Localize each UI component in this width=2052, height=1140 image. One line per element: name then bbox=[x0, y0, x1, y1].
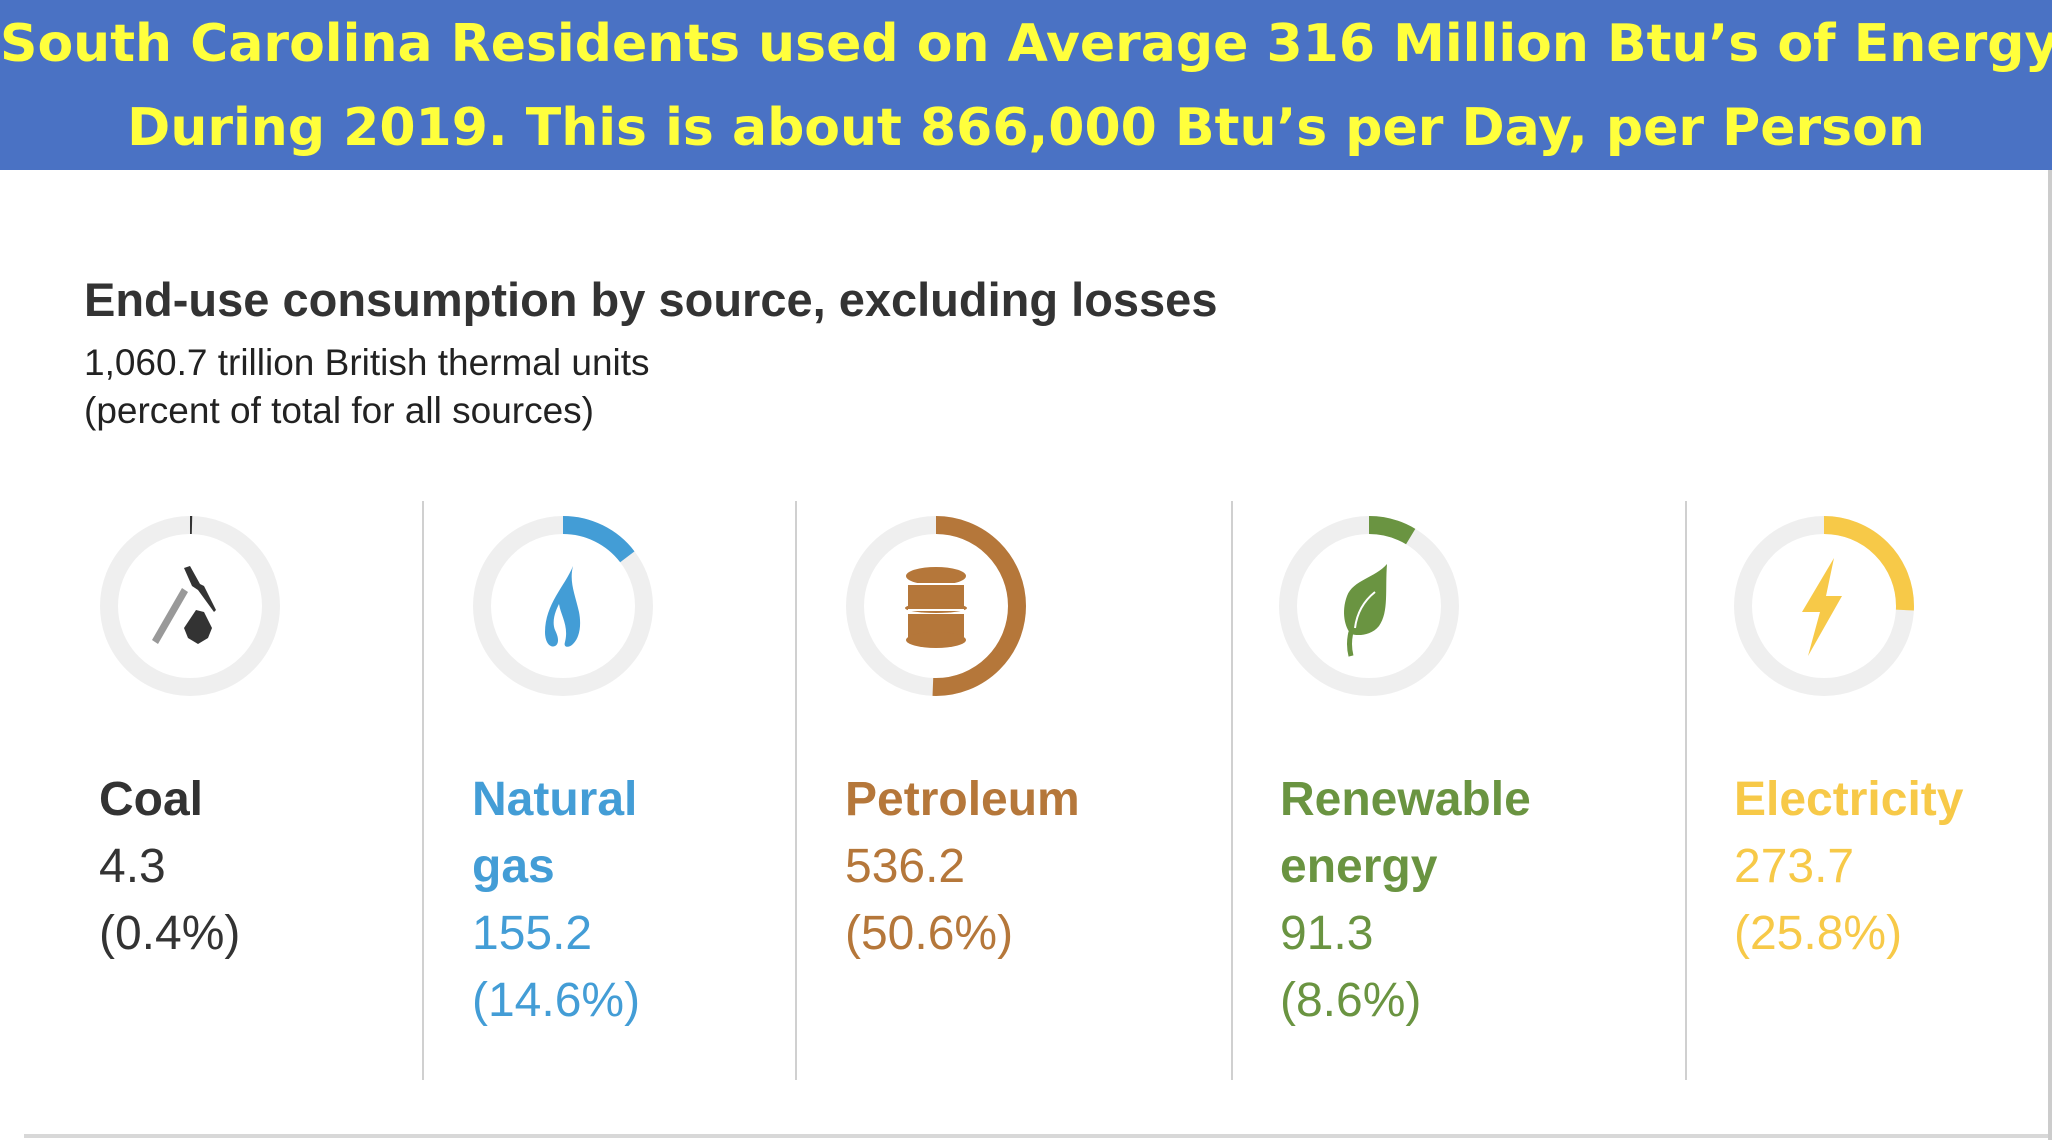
donut-arc-coal bbox=[100, 516, 280, 696]
source-value: 4.3 bbox=[99, 840, 166, 893]
donut-renewable bbox=[1279, 516, 1459, 696]
donut-electricity bbox=[1734, 516, 1914, 696]
source-name: Petroleum bbox=[845, 773, 1080, 826]
column-divider bbox=[1685, 501, 1687, 1080]
source-percent: (25.8%) bbox=[1734, 907, 1903, 960]
donut-track bbox=[100, 516, 280, 696]
lightning-icon bbox=[1802, 558, 1842, 656]
headline-line-2: During 2019. This is about 866,000 Btu’s… bbox=[127, 98, 1925, 158]
source-value: 91.3 bbox=[1280, 907, 1374, 960]
source-name: Electricity bbox=[1734, 773, 1964, 826]
source-percent: (50.6%) bbox=[845, 907, 1014, 960]
source-name: Renewable bbox=[1280, 773, 1531, 826]
donut-petroleum bbox=[846, 516, 1026, 696]
donut-arc-natural bbox=[473, 516, 653, 696]
donut-arc-petroleum bbox=[846, 516, 1026, 696]
bottom-rule bbox=[24, 1134, 2052, 1138]
pickaxe-coal-icon bbox=[152, 566, 216, 644]
source-name-line2: energy bbox=[1280, 840, 1438, 893]
source-label: Petroleum 536.2 (50.6%) bbox=[845, 766, 1080, 967]
source-value: 536.2 bbox=[845, 840, 966, 893]
donut-arc-electricity bbox=[1734, 516, 1914, 696]
source-percent: (8.6%) bbox=[1280, 974, 1422, 1027]
headline-banner: South Carolina Residents used on Average… bbox=[0, 0, 2052, 170]
donut-coal bbox=[100, 516, 280, 696]
right-edge-border bbox=[2048, 170, 2052, 1140]
source-name: Coal bbox=[99, 773, 204, 826]
source-value: 155.2 bbox=[472, 907, 593, 960]
flame-icon bbox=[545, 566, 581, 647]
source-value: 273.7 bbox=[1734, 840, 1855, 893]
donut-arc-renewable bbox=[1279, 516, 1459, 696]
chart-subtitle-note: (percent of total for all sources) bbox=[84, 390, 594, 431]
source-name-line2: gas bbox=[472, 840, 555, 893]
source-label: Coal 4.3 (0.4%) bbox=[99, 766, 240, 967]
source-name: Natural bbox=[472, 773, 638, 826]
headline-line-1: South Carolina Residents used on Average… bbox=[0, 14, 2052, 74]
column-divider bbox=[795, 501, 797, 1080]
source-label: Natural gas 155.2 (14.6%) bbox=[472, 766, 640, 1034]
oil-barrel-icon bbox=[905, 567, 967, 648]
leaf-icon bbox=[1344, 564, 1387, 657]
column-divider bbox=[422, 501, 424, 1080]
source-percent: (0.4%) bbox=[99, 907, 241, 960]
source-label: Electricity 273.7 (25.8%) bbox=[1734, 766, 1963, 967]
column-divider bbox=[1231, 501, 1233, 1080]
source-percent: (14.6%) bbox=[472, 974, 641, 1027]
source-label: Renewable energy 91.3 (8.6%) bbox=[1280, 766, 1531, 1034]
chart-title: End-use consumption by source, excluding… bbox=[84, 273, 1218, 326]
chart-subtitle-total: 1,060.7 trillion British thermal units bbox=[84, 342, 650, 383]
donut-natural bbox=[473, 516, 653, 696]
